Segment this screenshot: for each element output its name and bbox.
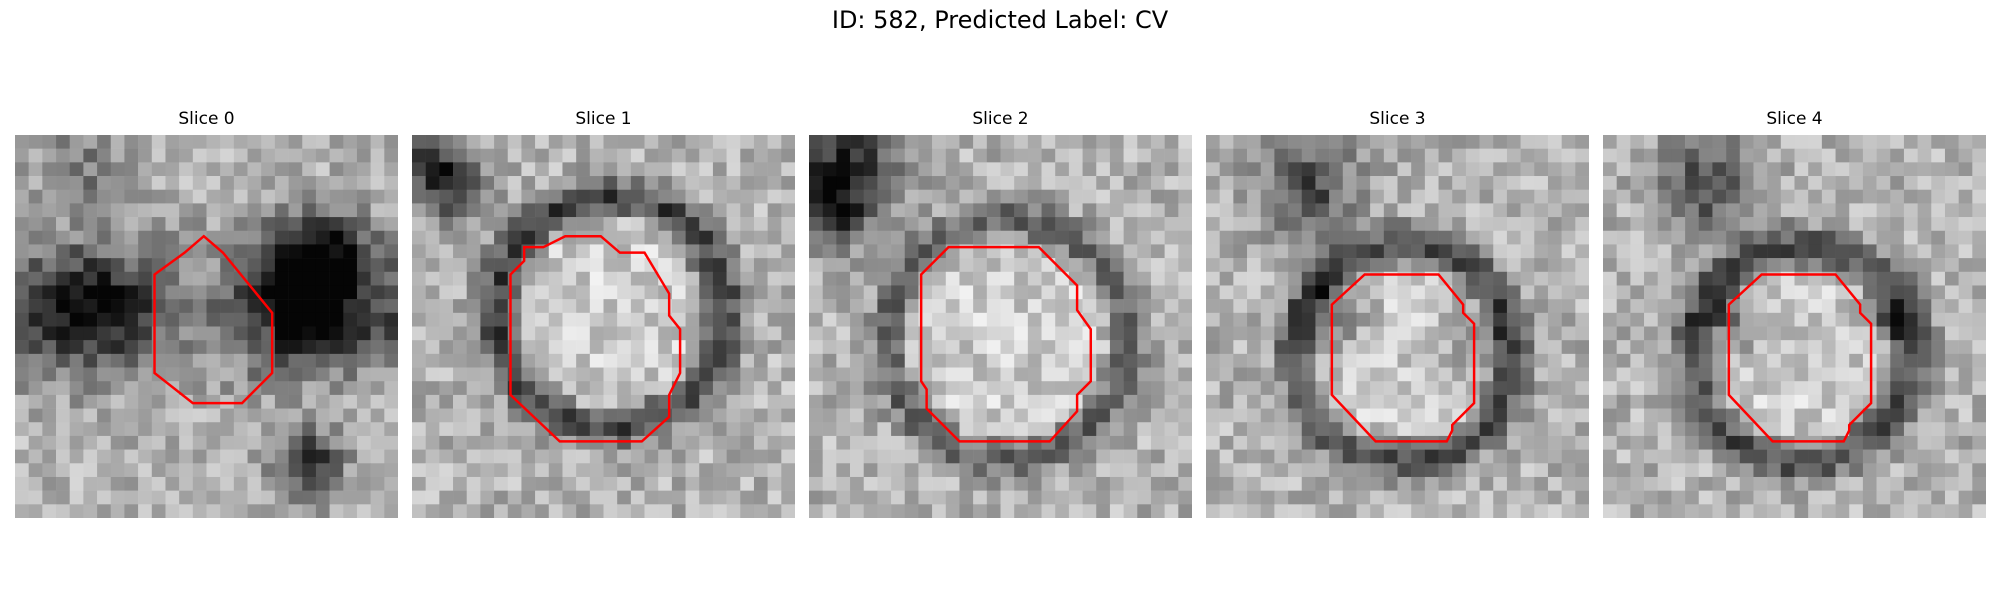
- slice-panel-0: Slice 0: [15, 108, 398, 518]
- slice-title-0: Slice 0: [178, 109, 235, 129]
- segmentation-contour: [509, 234, 682, 443]
- pixel-grid: [809, 135, 1192, 518]
- slice-image-2: [809, 135, 1192, 518]
- slice-title-4: Slice 4: [1766, 109, 1823, 129]
- slice-title-1: Slice 1: [575, 109, 632, 129]
- slice-image-0: [15, 135, 398, 518]
- segmentation-contour: [153, 234, 274, 405]
- pixel-grid: [15, 135, 398, 518]
- segmentation-contour: [1727, 273, 1873, 443]
- slice-panel-2: Slice 2: [809, 108, 1192, 518]
- segmentation-contour: [919, 245, 1093, 443]
- slice-panel-4: Slice 4: [1603, 108, 1986, 518]
- slice-title-3: Slice 3: [1369, 109, 1426, 129]
- figure-title: ID: 582, Predicted Label: CV: [831, 6, 1169, 34]
- pixel-grid: [1603, 135, 1986, 518]
- slice-title-2: Slice 2: [972, 109, 1029, 129]
- slice-panel-1: Slice 1: [412, 108, 795, 518]
- slice-panel-3: Slice 3: [1206, 108, 1589, 518]
- pixel-grid: [412, 135, 795, 518]
- slice-image-3: [1206, 135, 1589, 518]
- pixel-grid: [1206, 135, 1589, 518]
- segmentation-contour: [1330, 273, 1476, 443]
- slice-image-1: [412, 135, 795, 518]
- slice-image-4: [1603, 135, 1986, 518]
